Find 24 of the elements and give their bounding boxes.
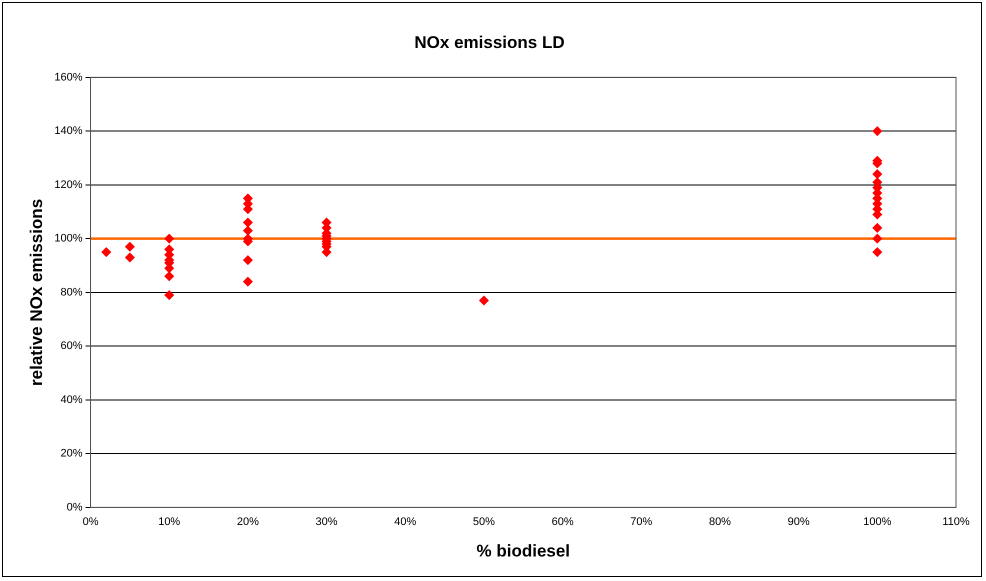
x-tick-label: 110% [942, 516, 970, 528]
chart-title: NOx emissions LD [414, 32, 565, 52]
y-tick-label: 120% [54, 178, 83, 191]
y-tick-label: 160% [54, 71, 83, 84]
y-axis-title: relative NOx emissions [26, 198, 46, 386]
y-tick-label: 100% [54, 232, 83, 245]
x-tick-label: 10% [158, 516, 180, 528]
x-tick-label: 30% [316, 516, 338, 528]
x-axis-title: % biodiesel [476, 541, 570, 560]
x-tick-label: 50% [472, 516, 496, 528]
y-tick-label: 40% [60, 394, 83, 406]
x-tick-label: 80% [708, 516, 732, 528]
y-tick-label: 20% [60, 448, 83, 460]
x-tick-label: 0% [82, 516, 99, 528]
y-tick-label: 140% [54, 125, 83, 138]
y-tick-label: 0% [66, 501, 83, 514]
y-tick-label: 80% [60, 286, 83, 298]
x-tick-label: 20% [236, 516, 260, 528]
x-tick-label: 60% [552, 516, 574, 528]
y-tick-label: 60% [60, 340, 83, 352]
x-tick-label: 90% [788, 516, 810, 528]
x-tick-label: 70% [630, 516, 653, 528]
x-tick-label: 40% [394, 516, 416, 528]
x-tick-label: 100% [863, 516, 892, 528]
